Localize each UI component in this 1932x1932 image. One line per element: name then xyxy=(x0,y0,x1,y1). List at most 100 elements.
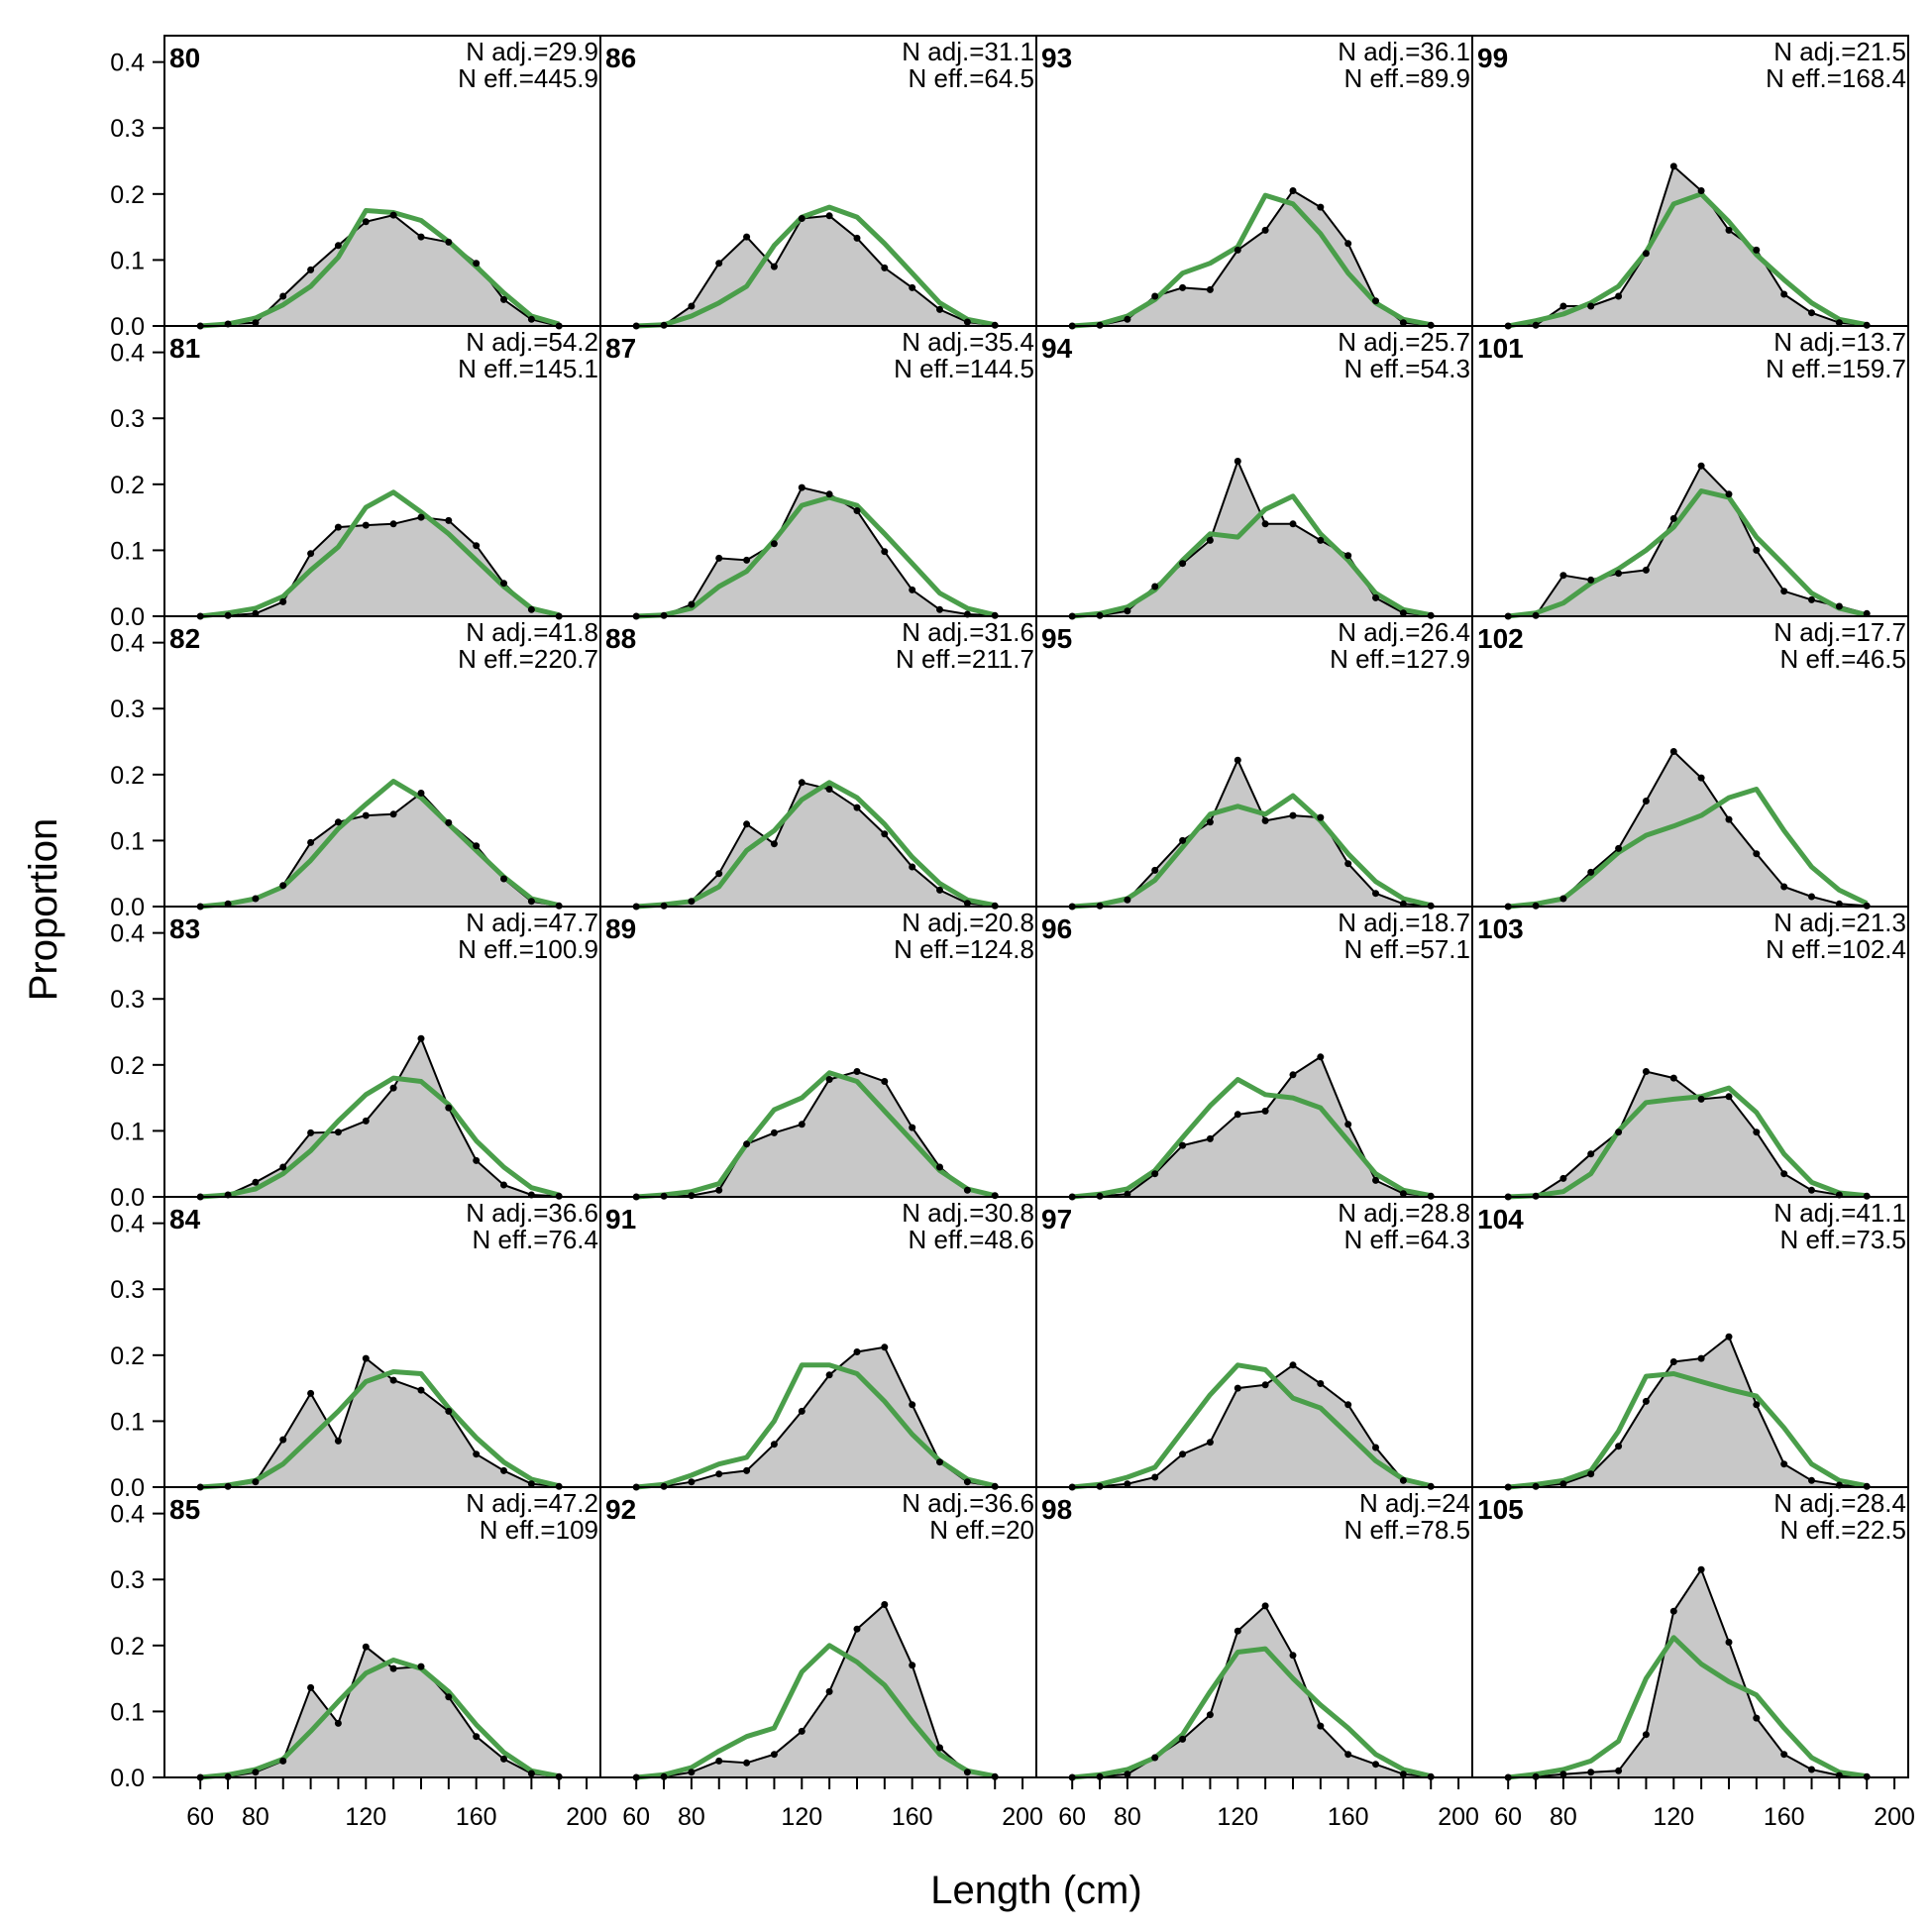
observed-point xyxy=(1372,890,1379,898)
x-tick-label: 80 xyxy=(242,1803,269,1831)
observed-point xyxy=(909,1662,916,1669)
n-adj-label: N adj.=26.4 xyxy=(1338,617,1470,647)
n-eff-label: N eff.=57.1 xyxy=(1344,934,1470,964)
n-eff-label: N eff.=109 xyxy=(480,1515,598,1545)
x-tick-label: 200 xyxy=(1874,1803,1915,1831)
observed-line xyxy=(636,485,996,617)
observed-point xyxy=(688,302,696,310)
y-tick-label: 0.4 xyxy=(110,630,145,658)
panel-year-label: 83 xyxy=(169,913,200,944)
observed-point xyxy=(825,1076,833,1083)
expected-line xyxy=(1071,1362,1432,1490)
observed-point xyxy=(334,1128,342,1136)
observed-point xyxy=(770,1441,778,1449)
observed-point xyxy=(1587,1769,1595,1776)
panel-year-label: 94 xyxy=(1041,333,1073,364)
observed-point xyxy=(881,1078,889,1085)
observed-line xyxy=(1072,1363,1432,1488)
observed-point xyxy=(688,600,696,608)
observed-line xyxy=(1508,1567,1868,1778)
observed-area xyxy=(1508,1569,1868,1777)
observed-point xyxy=(798,1121,805,1128)
observed-area xyxy=(200,1038,560,1197)
n-eff-label: N eff.=100.9 xyxy=(458,934,598,964)
observed-point xyxy=(500,580,507,588)
n-eff-label: N eff.=73.5 xyxy=(1780,1225,1906,1254)
observed-point xyxy=(389,1376,397,1384)
observed-point xyxy=(307,550,315,558)
observed-point xyxy=(1179,560,1187,568)
y-tick-label: 0.4 xyxy=(110,1501,145,1529)
observed-point xyxy=(389,520,397,528)
observed-point xyxy=(1399,319,1407,327)
n-eff-label: N eff.=78.5 xyxy=(1344,1515,1470,1545)
n-adj-label: N adj.=41.8 xyxy=(466,617,598,647)
panel-92: 92 N adj.=36.6N eff.=20 xyxy=(599,1486,1037,1781)
observed-point xyxy=(1559,1174,1567,1182)
observed-point xyxy=(770,1751,778,1759)
panel-year-label: 91 xyxy=(605,1204,636,1234)
expected-line xyxy=(1508,1085,1868,1200)
n-eff-label: N eff.=64.3 xyxy=(1344,1225,1470,1254)
observed-point xyxy=(473,1450,481,1458)
x-tick-label: 160 xyxy=(1328,1803,1369,1831)
n-adj-label: N adj.=36.6 xyxy=(466,1198,598,1228)
y-tick-label: 0.3 xyxy=(110,115,145,143)
x-tick-label: 200 xyxy=(1438,1803,1479,1831)
observed-point xyxy=(279,292,287,300)
observed-point xyxy=(1179,836,1187,844)
observed-point xyxy=(715,870,723,878)
observed-point xyxy=(1559,302,1567,310)
y-tick-label: 0.2 xyxy=(110,1342,145,1370)
observed-point xyxy=(715,1186,723,1194)
panel-91: 91 N adj.=30.8N eff.=48.6 xyxy=(599,1196,1037,1491)
observed-point xyxy=(362,1643,370,1651)
observed-point xyxy=(853,1068,861,1075)
expected-line xyxy=(199,779,560,910)
observed-point xyxy=(1753,1401,1761,1409)
panel-85: 85 N adj.=47.2N eff.=109 xyxy=(163,1486,601,1781)
observed-point xyxy=(1206,1134,1214,1142)
observed-point xyxy=(1289,520,1297,528)
observed-point xyxy=(1261,520,1269,528)
observed-point xyxy=(936,886,943,894)
observed-point xyxy=(527,315,535,323)
observed-point xyxy=(1124,896,1131,904)
observed-line xyxy=(1508,1070,1868,1198)
observed-point xyxy=(1780,290,1788,298)
observed-area xyxy=(1072,1364,1432,1487)
observed-point xyxy=(1587,1150,1595,1158)
observed-point xyxy=(473,260,481,268)
observed-point xyxy=(798,483,805,491)
observed-point xyxy=(1808,595,1815,603)
expected-line xyxy=(636,1070,996,1200)
panel-frame xyxy=(1471,1486,1909,1778)
observed-point xyxy=(445,1407,453,1415)
observed-area xyxy=(636,487,996,616)
observed-point xyxy=(853,1348,861,1355)
observed-point xyxy=(334,1719,342,1727)
panel-97: 97 N adj.=28.8N eff.=64.3 xyxy=(1035,1196,1473,1491)
observed-point xyxy=(252,895,260,903)
y-tick-label: 0.0 xyxy=(110,1184,145,1212)
observed-point xyxy=(1151,1754,1159,1762)
observed-point xyxy=(936,1163,943,1171)
observed-point xyxy=(1753,850,1761,858)
n-adj-label: N adj.=31.6 xyxy=(902,617,1034,647)
observed-point xyxy=(527,605,535,613)
observed-point xyxy=(1835,602,1843,610)
observed-point xyxy=(743,556,751,564)
observed-point xyxy=(1753,1714,1761,1722)
observed-point xyxy=(307,1389,315,1397)
observed-point xyxy=(770,1128,778,1136)
n-adj-label: N adj.=28.8 xyxy=(1338,1198,1470,1228)
observed-point xyxy=(1697,187,1705,194)
observed-point xyxy=(1317,203,1325,211)
observed-point xyxy=(1587,868,1595,876)
expected-line xyxy=(200,1075,560,1200)
observed-point xyxy=(936,1744,943,1752)
observed-point xyxy=(1669,514,1677,522)
observed-point xyxy=(527,1480,535,1488)
panel-year-label: 85 xyxy=(169,1494,200,1525)
